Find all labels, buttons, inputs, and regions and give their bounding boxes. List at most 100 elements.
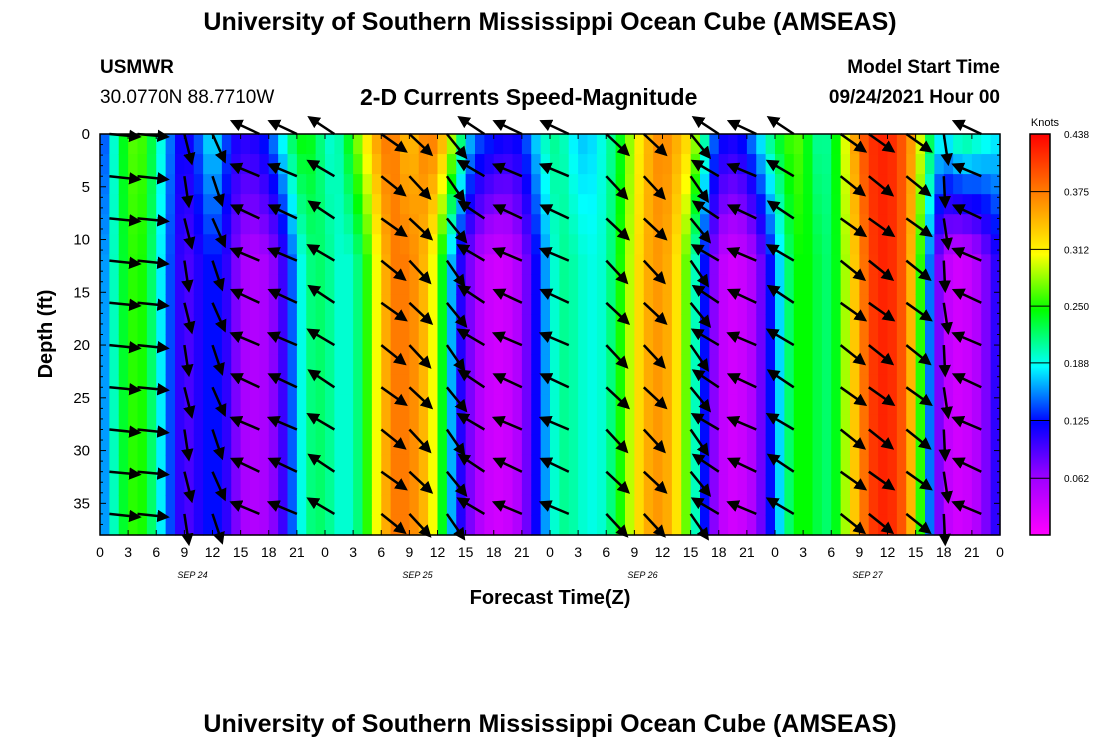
heatmap-cell [896, 454, 907, 476]
date-label: SEP 24 [177, 570, 207, 580]
heatmap-cell [221, 394, 232, 416]
heatmap-cell [662, 514, 673, 536]
heatmap-cell [381, 214, 392, 235]
current-vector [605, 344, 629, 369]
heatmap-cell [446, 434, 457, 456]
heatmap-cell [128, 494, 139, 516]
heatmap-cell [475, 334, 485, 356]
heatmap-cell [278, 254, 289, 275]
current-vector [380, 512, 407, 535]
heatmap-cell [278, 334, 289, 356]
heatmap-cell [465, 414, 476, 436]
heatmap-cell [400, 514, 410, 536]
heatmap-cell [118, 514, 129, 536]
heatmap-cell [700, 174, 710, 195]
heatmap-cell [418, 214, 429, 235]
heatmap-cell [475, 174, 485, 195]
current-vector [726, 119, 757, 136]
heatmap-cell [868, 474, 879, 496]
heatmap-cell [606, 514, 617, 536]
current-vector [951, 373, 982, 389]
heatmap-cell [343, 234, 354, 255]
current-vector [726, 500, 757, 516]
current-vector [211, 133, 227, 164]
heatmap-cell [493, 474, 504, 496]
heatmap-cell [418, 194, 429, 215]
heatmap-cell [137, 254, 148, 275]
heatmap-cell [475, 314, 485, 336]
heatmap-cell [512, 514, 523, 536]
current-vector [307, 284, 336, 304]
heatmap-cell [896, 174, 907, 195]
heatmap-cell [634, 274, 645, 295]
heatmap-cell [362, 294, 373, 316]
heatmap-cell [737, 134, 748, 155]
heatmap-cell [184, 254, 195, 275]
heatmap-cell [981, 494, 992, 516]
heatmap-cell [109, 474, 120, 496]
heatmap-cell [137, 434, 148, 456]
heatmap-cell [503, 354, 514, 376]
heatmap-cell [821, 334, 832, 356]
heatmap-cell [306, 374, 317, 396]
heatmap-cell [765, 494, 776, 516]
heatmap-cell [962, 214, 973, 235]
heatmap-cell [240, 194, 251, 215]
heatmap-cell [803, 294, 814, 316]
heatmap-cell [550, 194, 560, 215]
heatmap-cell [175, 234, 185, 255]
heatmap-cell [775, 434, 785, 456]
heatmap-cell [475, 414, 485, 436]
heatmap-cell [456, 134, 467, 155]
heatmap-cell [315, 434, 326, 456]
heatmap-cell [643, 274, 654, 295]
heatmap-cell [803, 274, 814, 295]
heatmap-cell [793, 274, 804, 295]
heatmap-cell [784, 354, 795, 376]
current-vector [539, 288, 570, 304]
heatmap-cell [118, 274, 129, 295]
heatmap-cell [409, 454, 420, 476]
heatmap-cell [596, 214, 607, 235]
heatmap-cell [728, 374, 739, 396]
heatmap-cell [662, 374, 673, 396]
heatmap-cell [287, 354, 298, 376]
heatmap-cell [737, 174, 748, 195]
heatmap-cell [887, 354, 898, 376]
heatmap-cell [484, 314, 495, 336]
current-vector [491, 162, 523, 178]
heatmap-cell [156, 434, 167, 456]
heatmap-cell [643, 294, 654, 316]
heatmap-cell [428, 414, 439, 436]
heatmap-cell [268, 134, 279, 155]
heatmap-cell [521, 374, 532, 396]
current-vector [642, 386, 668, 410]
heatmap-cell [971, 434, 982, 456]
heatmap-cell [728, 194, 739, 215]
heatmap-cell [184, 174, 195, 195]
heatmap-cell [165, 434, 176, 456]
heatmap-cell [718, 174, 729, 195]
heatmap-cell [606, 434, 617, 456]
heatmap-cell [146, 434, 157, 456]
heatmap-cell [109, 194, 120, 215]
current-vector [905, 512, 932, 535]
heatmap-cell [662, 274, 673, 295]
heatmap-cell [625, 274, 635, 295]
heatmap-cell [990, 194, 1001, 215]
heatmap-cell [606, 194, 617, 215]
heatmap-cell [578, 454, 589, 476]
heatmap-cell [718, 254, 729, 275]
heatmap-cell [521, 434, 532, 456]
current-vector [642, 259, 666, 285]
heatmap-cell [962, 134, 973, 155]
heatmap-cell [868, 514, 879, 536]
heatmap-cell [915, 194, 926, 215]
heatmap-cell [409, 194, 420, 215]
heatmap-cell [109, 494, 120, 516]
heatmap-cell [812, 394, 823, 416]
x-tick-label: 21 [289, 544, 305, 560]
heatmap-cell [990, 234, 1001, 255]
heatmap-cell [409, 174, 420, 195]
heatmap-cell [737, 274, 748, 295]
